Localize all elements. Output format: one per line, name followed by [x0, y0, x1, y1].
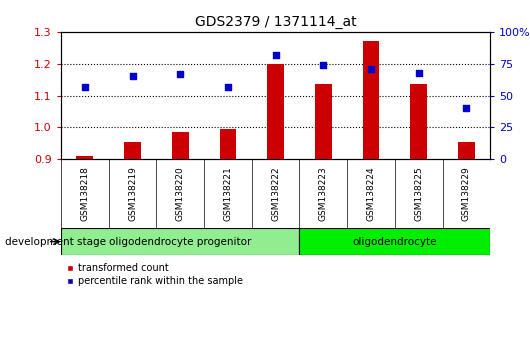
Bar [299, 228, 490, 255]
Legend: transformed count, percentile rank within the sample: transformed count, percentile rank withi… [66, 263, 243, 286]
Text: GSM138218: GSM138218 [81, 166, 89, 221]
Text: development stage: development stage [5, 236, 107, 247]
Point [414, 70, 423, 75]
Point [319, 62, 328, 68]
Bar [410, 85, 427, 159]
Text: oligodendrocyte progenitor: oligodendrocyte progenitor [109, 236, 251, 247]
Point [271, 52, 280, 58]
Point [81, 84, 89, 90]
Point [128, 74, 137, 79]
Title: GDS2379 / 1371114_at: GDS2379 / 1371114_at [195, 16, 356, 29]
Bar [458, 142, 475, 159]
Text: GSM138229: GSM138229 [462, 166, 471, 221]
Text: GSM138221: GSM138221 [224, 166, 232, 221]
Bar [219, 129, 236, 159]
Text: GSM138223: GSM138223 [319, 166, 328, 221]
Point [176, 71, 184, 77]
Bar [267, 64, 284, 159]
Point [224, 84, 232, 90]
Text: GSM138222: GSM138222 [271, 166, 280, 221]
Bar [172, 132, 189, 159]
Text: oligodendrocyte: oligodendrocyte [352, 236, 437, 247]
Bar [363, 41, 379, 159]
Bar [315, 85, 332, 159]
Bar [124, 142, 141, 159]
Text: GSM138225: GSM138225 [414, 166, 423, 221]
Text: GSM138224: GSM138224 [367, 166, 375, 221]
Text: GSM138219: GSM138219 [128, 166, 137, 221]
Bar [76, 156, 93, 159]
Text: GSM138220: GSM138220 [176, 166, 184, 221]
Point [367, 66, 375, 72]
Point [462, 105, 471, 111]
Bar [61, 228, 299, 255]
